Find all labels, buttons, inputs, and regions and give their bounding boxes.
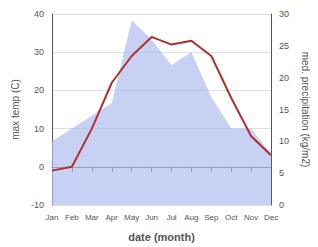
svg-text:Apr: Apr (106, 213, 119, 222)
svg-text:20: 20 (279, 73, 289, 83)
svg-text:40: 40 (34, 9, 44, 19)
svg-text:Jan: Jan (46, 213, 59, 222)
svg-text:Sep: Sep (204, 213, 219, 222)
svg-text:May: May (124, 213, 139, 222)
svg-text:5: 5 (279, 168, 284, 178)
svg-text:Oct: Oct (225, 213, 238, 222)
svg-text:30: 30 (279, 9, 289, 19)
svg-text:-10: -10 (31, 200, 44, 210)
svg-text:Aug: Aug (184, 213, 198, 222)
svg-text:10: 10 (34, 124, 44, 134)
svg-text:Dec: Dec (264, 213, 278, 222)
svg-text:Jun: Jun (145, 213, 158, 222)
svg-text:30: 30 (34, 47, 44, 57)
svg-text:max temp (C): max temp (C) (10, 79, 21, 140)
svg-text:Jul: Jul (166, 213, 176, 222)
svg-text:med. precipitation (kg/m2): med. precipitation (kg/m2) (300, 52, 311, 168)
svg-text:25: 25 (279, 41, 289, 51)
svg-text:0: 0 (39, 162, 44, 172)
svg-text:0: 0 (279, 200, 284, 210)
svg-text:date (month): date (month) (128, 231, 195, 243)
svg-text:Mar: Mar (85, 213, 99, 222)
svg-text:15: 15 (279, 105, 289, 115)
svg-text:Nov: Nov (244, 213, 258, 222)
svg-text:10: 10 (279, 136, 289, 146)
svg-text:20: 20 (34, 85, 44, 95)
svg-text:Feb: Feb (65, 213, 79, 222)
